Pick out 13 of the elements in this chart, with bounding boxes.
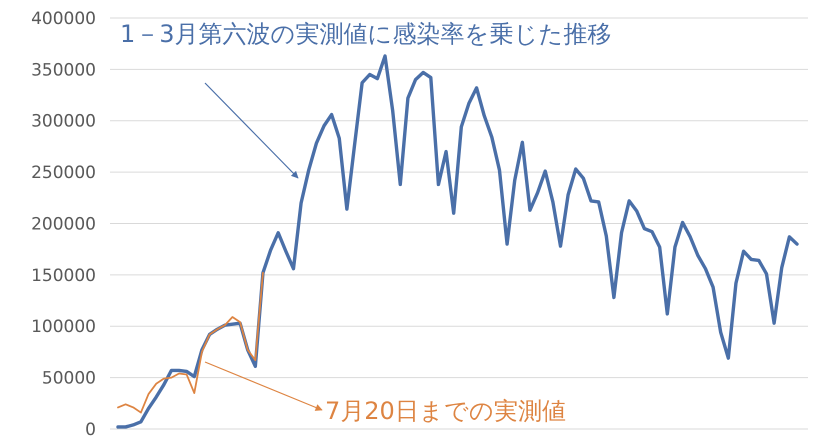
y-tick-label: 400000 bbox=[31, 8, 96, 29]
y-tick-label: 300000 bbox=[31, 112, 96, 132]
text: 7月20日までの実測値 bbox=[325, 397, 566, 425]
y-tick-label: 100000 bbox=[31, 317, 96, 338]
y-tick-label: 350000 bbox=[31, 60, 96, 80]
y-tick-label: 50000 bbox=[42, 368, 96, 389]
y-tick-label: 250000 bbox=[31, 163, 96, 184]
y-tick-label: 0 bbox=[85, 420, 96, 440]
series-label: 1－3月第六波の実測値に感染率を乗じた推移 bbox=[120, 20, 612, 48]
line-series bbox=[117, 272, 264, 414]
y-tick-label: 200000 bbox=[31, 214, 96, 234]
line-series bbox=[116, 54, 799, 429]
y-tick-label: 150000 bbox=[31, 266, 96, 286]
